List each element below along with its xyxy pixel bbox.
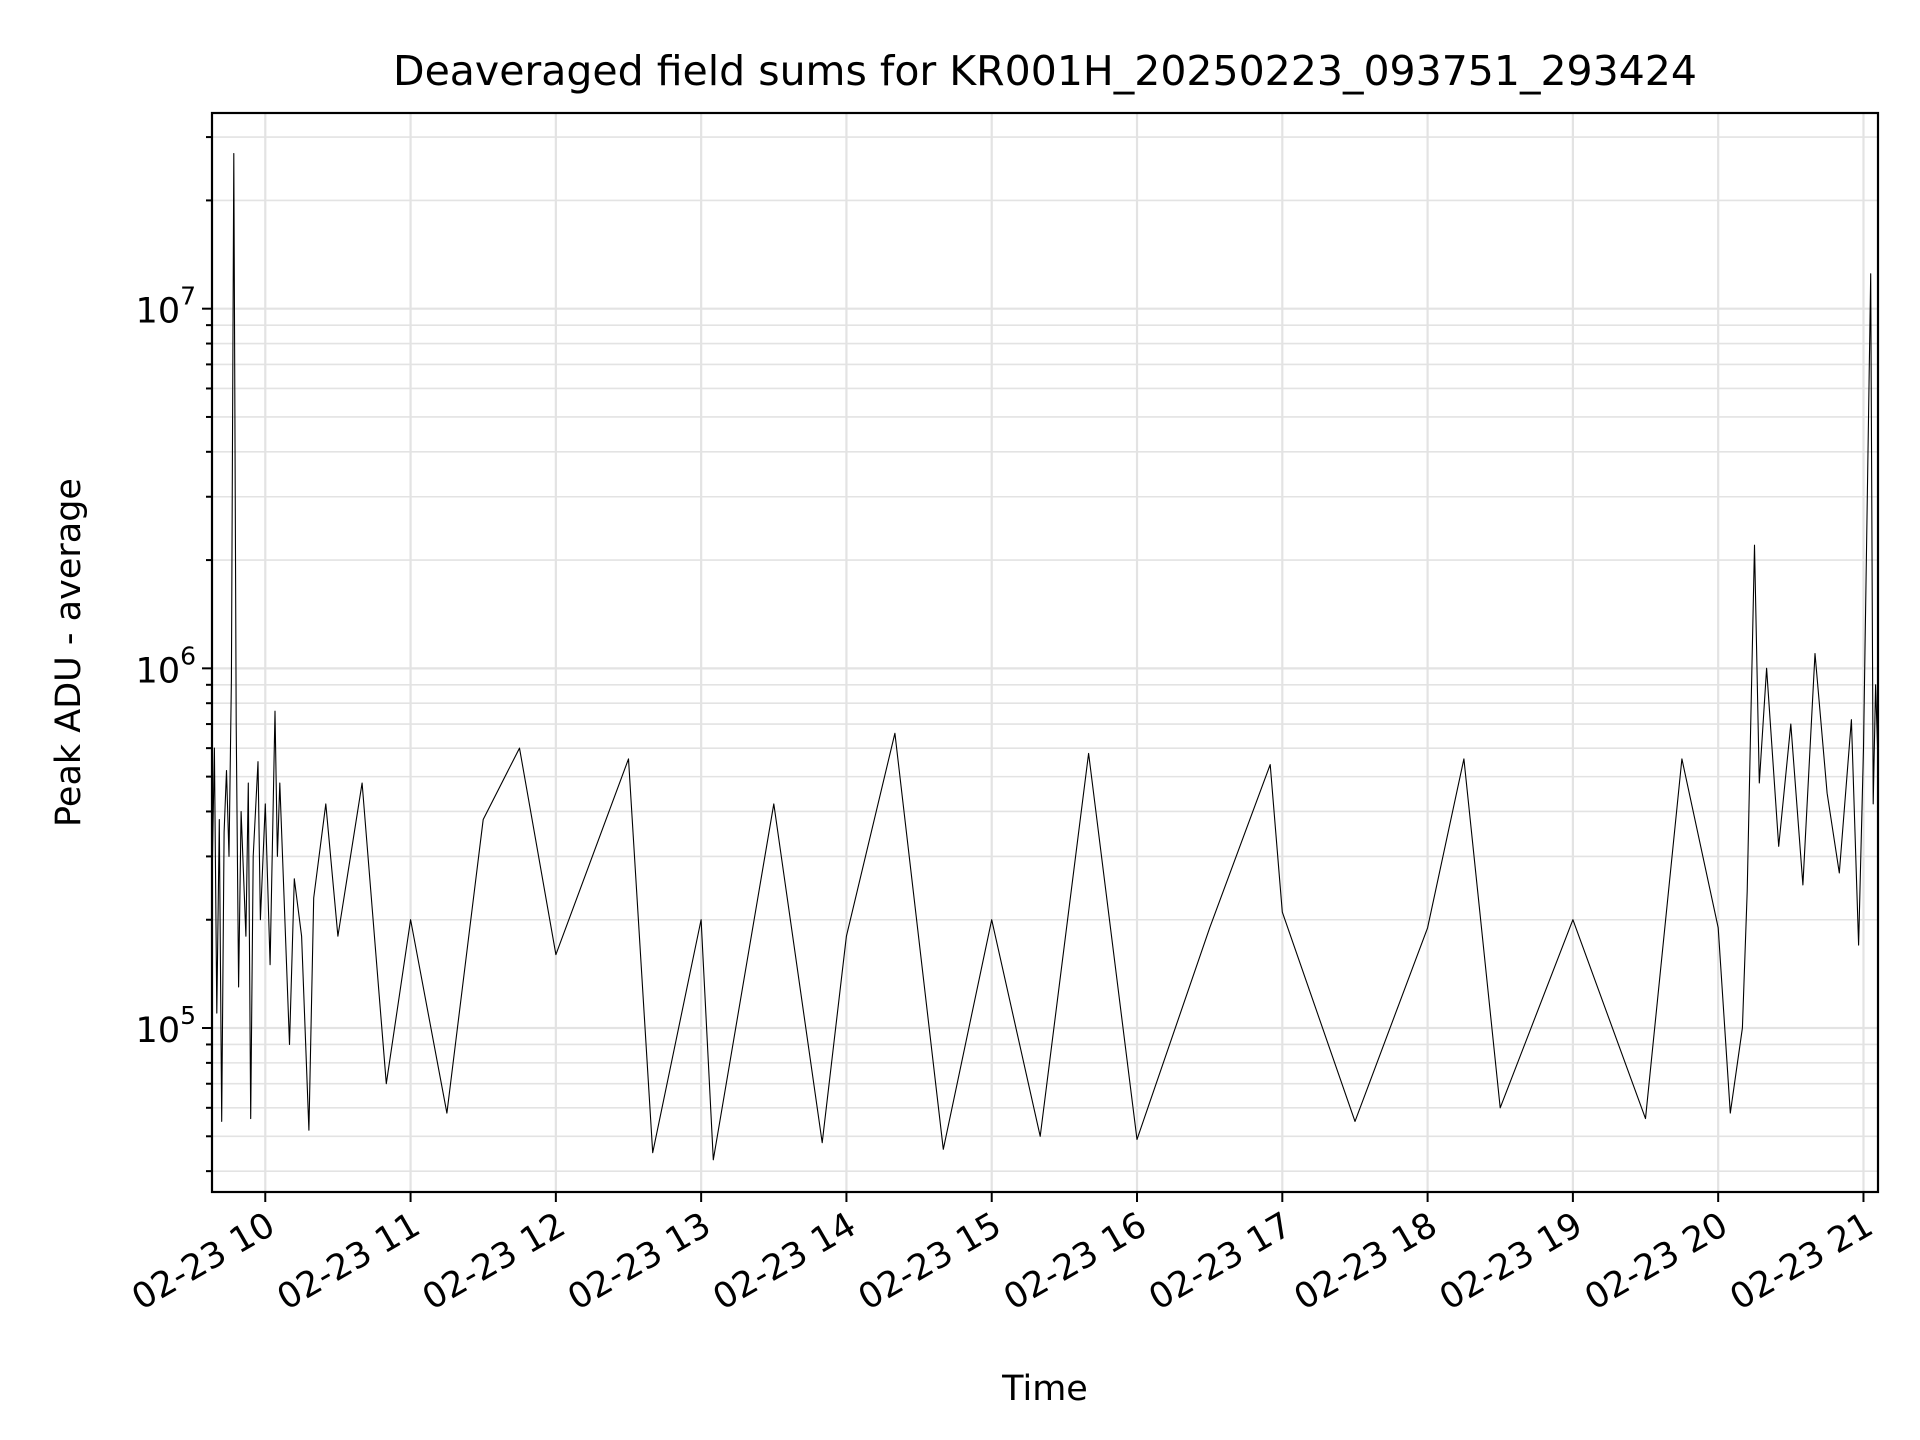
plot-frame (210, 111, 1880, 1194)
y-axis-label: Peak ADU - average (49, 478, 89, 827)
y-tick-label: 105 (136, 1001, 196, 1051)
y-tick-label: 107 (136, 282, 196, 332)
y-tick-label: 106 (136, 641, 196, 691)
series-line (211, 152, 1879, 1161)
x-axis-label: Time (1001, 1369, 1088, 1409)
series-layer (211, 152, 1879, 1161)
grid (212, 113, 1878, 1192)
chart-title: Deaveraged field sums for KR001H_2025022… (393, 47, 1697, 95)
